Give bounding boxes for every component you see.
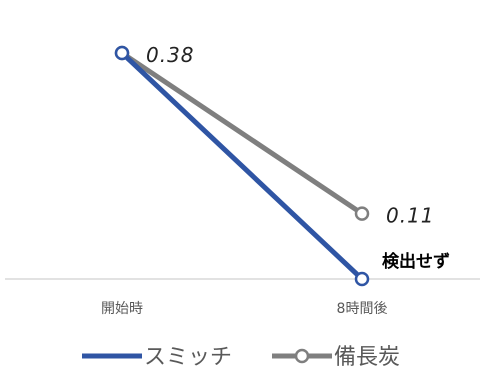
data-label-1: 0.11 <box>386 204 435 228</box>
data-label-2: 検出せず <box>382 251 450 272</box>
legend-item-binchotan: 備長炭 <box>272 345 400 370</box>
legend-label: スミッチ <box>144 345 232 370</box>
data-label-0: 0.38 <box>146 43 195 67</box>
x-tick-label-1: 8時間後 <box>337 301 388 317</box>
label-layer: 0.38 0.11 検出せず <box>146 43 450 272</box>
series-layer <box>114 45 370 287</box>
series-line-sumitch <box>119 50 365 282</box>
data-point-binchotan-1 <box>354 206 370 221</box>
series-line-binchotan <box>119 50 365 217</box>
legend-label: 備長炭 <box>334 345 400 370</box>
data-point-sumitch-0 <box>114 45 130 61</box>
data-point-sumitch-1 <box>354 271 370 287</box>
x-tick-labels: 開始時 8時間後 <box>101 301 387 317</box>
x-tick-label-0: 開始時 <box>101 301 143 317</box>
legend-item-sumitch: スミッチ <box>82 345 232 370</box>
legend: スミッチ 備長炭 <box>82 345 400 370</box>
legend-marker-icon <box>294 348 310 364</box>
